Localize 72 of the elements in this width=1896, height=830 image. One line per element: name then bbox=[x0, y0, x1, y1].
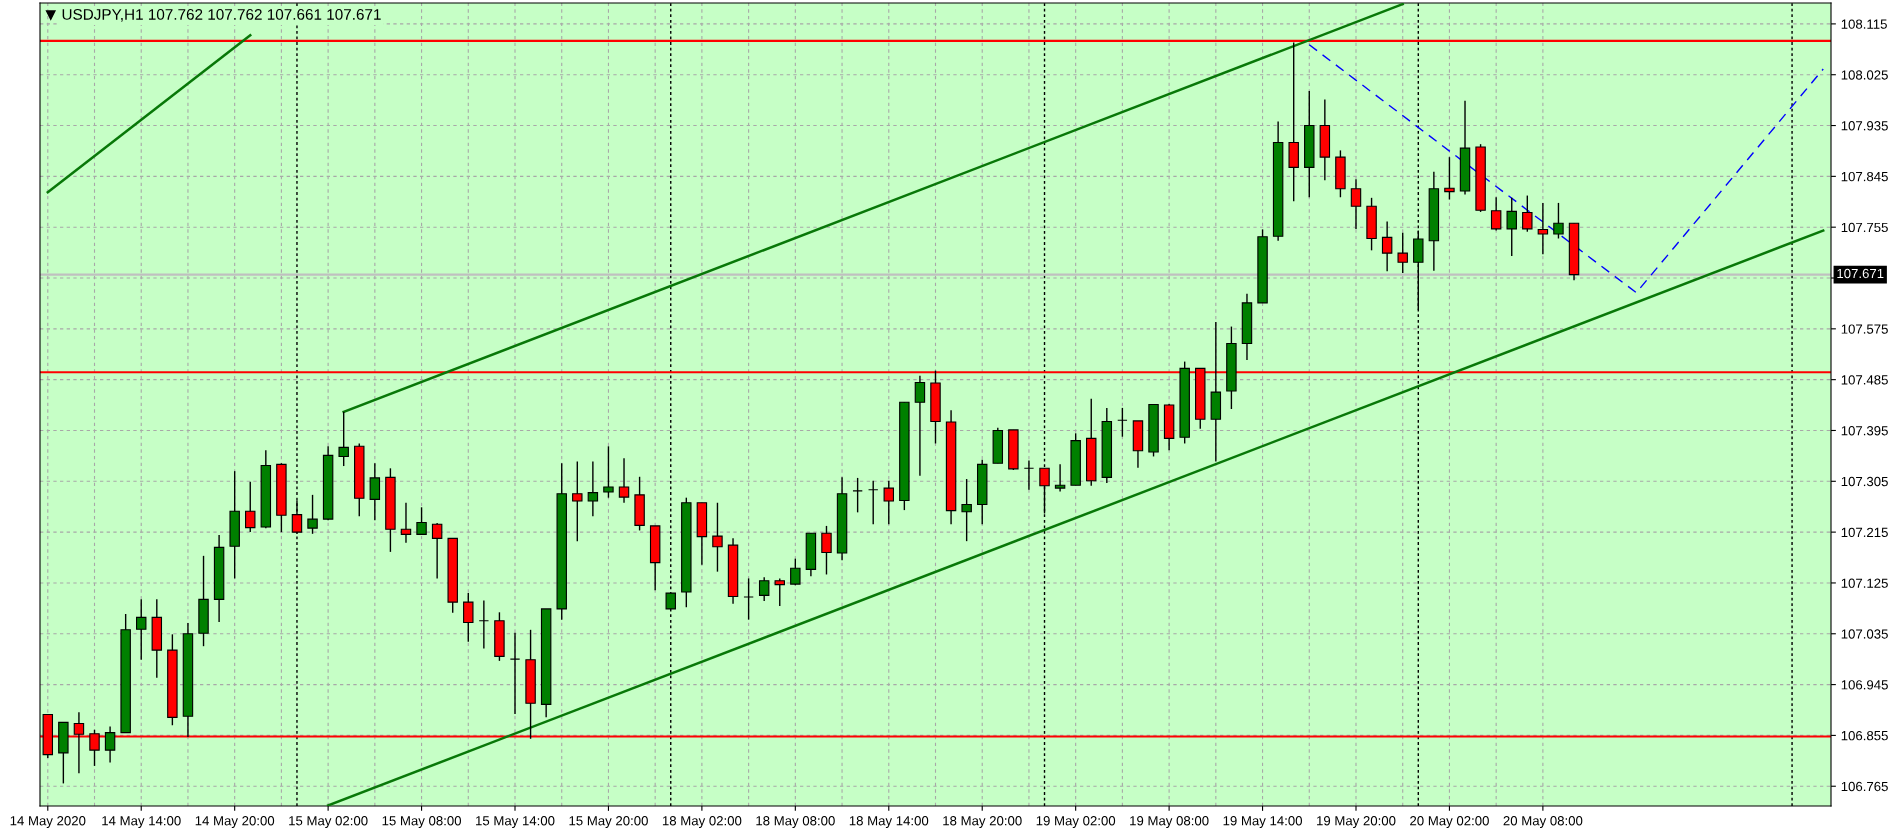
candlestick bbox=[961, 478, 972, 542]
x-tick-label: 19 May 20:00 bbox=[1317, 816, 1396, 829]
x-tick-label: 15 May 14:00 bbox=[476, 816, 555, 829]
candlestick bbox=[1023, 459, 1035, 491]
candlestick bbox=[883, 480, 895, 525]
candlestick bbox=[369, 462, 381, 521]
candlestick bbox=[914, 375, 926, 477]
candlestick bbox=[1537, 202, 1549, 255]
candlestick bbox=[1522, 194, 1533, 233]
x-tick-label: 19 May 02:00 bbox=[1036, 816, 1116, 829]
y-tick-label: 107.935 bbox=[1841, 121, 1888, 131]
candlestick bbox=[774, 577, 785, 607]
candlestick bbox=[1054, 463, 1066, 493]
ref-line-label: 107.671 bbox=[1837, 268, 1884, 279]
candlestick bbox=[1553, 202, 1564, 240]
x-tick-label: 15 May 20:00 bbox=[569, 816, 648, 829]
candlestick bbox=[587, 460, 599, 518]
candlestick bbox=[618, 457, 630, 504]
candlestick bbox=[1350, 178, 1362, 230]
chart-title: USDJPY,H1 107.762 107.762 107.661 107.671 bbox=[62, 9, 381, 22]
candlestick bbox=[743, 577, 754, 621]
y-tick-label: 107.755 bbox=[1841, 222, 1888, 233]
y-tick-label: 106.945 bbox=[1841, 680, 1888, 690]
candlestick bbox=[758, 576, 770, 602]
y-tick-label: 106.855 bbox=[1841, 730, 1888, 741]
y-tick-label: 106.765 bbox=[1841, 781, 1888, 792]
x-tick-label: 18 May 02:00 bbox=[662, 816, 742, 829]
candlestick bbox=[245, 481, 256, 533]
x-tick-label: 18 May 14:00 bbox=[849, 816, 929, 829]
candlestick bbox=[852, 477, 863, 514]
y-tick-label: 107.845 bbox=[1841, 171, 1888, 182]
candlestick bbox=[478, 599, 490, 650]
candlestick bbox=[509, 631, 521, 715]
y-tick-label: 107.395 bbox=[1841, 426, 1888, 436]
y-tick-label: 107.485 bbox=[1841, 375, 1888, 385]
candlestick bbox=[790, 557, 801, 586]
candlestick bbox=[1506, 197, 1517, 257]
x-tick-label: 15 May 08:00 bbox=[382, 816, 462, 829]
candlestick bbox=[712, 502, 723, 573]
candlestick bbox=[104, 725, 116, 764]
candlestick bbox=[136, 598, 147, 661]
y-tick-label: 107.035 bbox=[1841, 629, 1888, 639]
x-tick-label: 20 May 08:00 bbox=[1503, 816, 1583, 829]
x-tick-label: 14 May 2020 bbox=[10, 816, 86, 829]
x-tick-label: 19 May 08:00 bbox=[1130, 816, 1209, 829]
candlestick bbox=[867, 480, 879, 525]
candlestick bbox=[1444, 156, 1455, 201]
candlestick bbox=[572, 460, 583, 542]
x-tick-label: 18 May 20:00 bbox=[943, 816, 1022, 829]
candlestick bbox=[431, 522, 443, 580]
candlestick bbox=[416, 506, 427, 536]
y-tick-label: 107.575 bbox=[1841, 324, 1888, 334]
candlestick bbox=[1397, 232, 1408, 274]
y-tick-label: 108.025 bbox=[1841, 70, 1888, 80]
y-tick-label: 108.115 bbox=[1841, 19, 1887, 29]
x-tick-label: 14 May 14:00 bbox=[102, 816, 181, 829]
x-tick-label: 18 May 08:00 bbox=[756, 816, 835, 829]
y-tick-label: 107.215 bbox=[1841, 527, 1888, 538]
x-tick-label: 19 May 14:00 bbox=[1223, 816, 1303, 829]
candlestick bbox=[1381, 220, 1393, 272]
x-tick-label: 20 May 02:00 bbox=[1410, 816, 1489, 829]
x-tick-label: 14 May 20:00 bbox=[195, 816, 275, 829]
candlestick bbox=[603, 445, 614, 499]
candlestick bbox=[400, 502, 412, 544]
candlestick bbox=[821, 525, 832, 576]
candlestick bbox=[1117, 407, 1128, 438]
candlestick bbox=[1490, 196, 1502, 232]
candlestick bbox=[463, 592, 474, 643]
y-tick-label: 107.125 bbox=[1841, 578, 1888, 588]
x-tick-label: 15 May 02:00 bbox=[289, 816, 368, 829]
candlestick bbox=[307, 494, 318, 535]
y-tick-label: 107.305 bbox=[1841, 476, 1888, 487]
